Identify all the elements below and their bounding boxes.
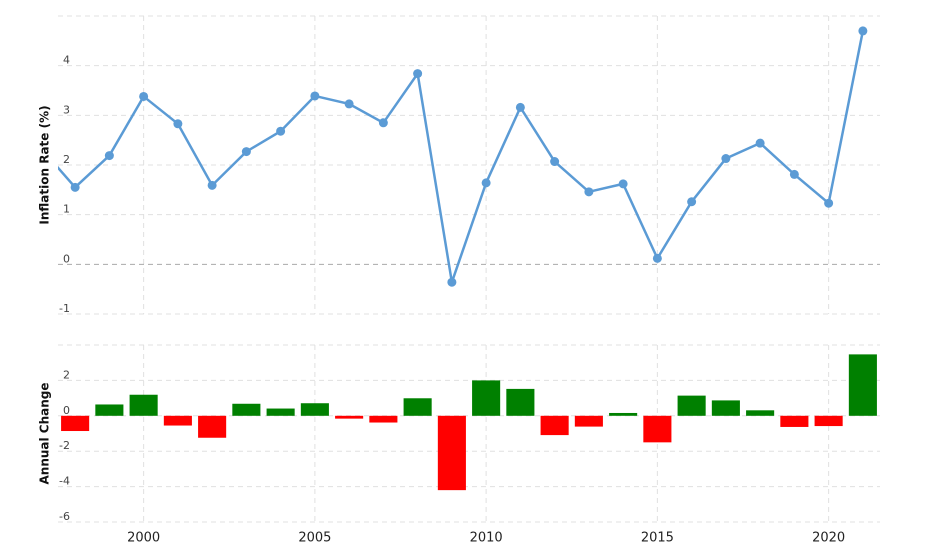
bar <box>677 395 706 416</box>
line-group <box>58 26 868 287</box>
bar <box>403 398 432 416</box>
y-tick-label: -6 <box>59 510 70 523</box>
bar <box>643 415 672 443</box>
bar <box>437 415 466 491</box>
bar <box>198 415 227 438</box>
y-tick-label: 4 <box>63 54 70 67</box>
point <box>687 197 697 207</box>
x-tick-label: 2010 <box>470 531 503 546</box>
y-axis-title: Inflation Rate (%) <box>38 105 52 224</box>
bar <box>746 410 775 416</box>
point <box>550 157 560 167</box>
point <box>276 126 286 136</box>
bar <box>266 408 295 416</box>
point <box>310 91 320 101</box>
point <box>344 99 354 109</box>
point <box>413 69 423 79</box>
bar <box>609 412 638 416</box>
point <box>824 198 834 208</box>
bar <box>540 415 569 436</box>
line-panel: -1 0 1 2 3 4 Inflation Rate (%) <box>38 15 880 315</box>
bar <box>95 404 124 416</box>
line <box>58 30 865 283</box>
bar <box>61 415 90 432</box>
point <box>584 187 594 197</box>
y-tick-label: -2 <box>59 439 70 452</box>
bar <box>711 400 740 416</box>
bar <box>232 403 261 416</box>
x-tick-label: 2015 <box>641 531 674 546</box>
y-axis-title: Annual Change <box>38 382 52 484</box>
y-tick-label: -1 <box>59 302 70 315</box>
bar <box>472 380 501 416</box>
point <box>858 26 868 36</box>
point <box>789 169 799 179</box>
point <box>139 91 149 101</box>
bar <box>335 415 364 419</box>
bar <box>369 415 398 423</box>
bar <box>129 394 158 416</box>
bar <box>163 415 192 426</box>
point <box>70 182 80 192</box>
bar <box>814 415 843 427</box>
point <box>378 118 388 128</box>
y-tick-label: 3 <box>63 103 70 116</box>
bar <box>574 415 603 427</box>
point <box>241 147 251 157</box>
bar <box>780 415 809 427</box>
point <box>104 151 114 161</box>
point <box>755 138 765 148</box>
point <box>721 154 731 164</box>
point <box>481 178 491 188</box>
x-tick-label: 2005 <box>298 531 331 546</box>
bar <box>506 388 535 416</box>
point <box>652 253 662 263</box>
y-tick-label: 2 <box>63 153 70 166</box>
bar-panel: -6 -4 -2 0 2 Annual Change 2000 2005 2010 2015 202… <box>38 344 880 546</box>
y-tick-label: -4 <box>59 475 70 488</box>
x-tick-label: 2020 <box>812 531 845 546</box>
point <box>515 102 525 112</box>
y-tick-label: 0 <box>63 404 70 417</box>
y-tick-label: 2 <box>63 368 70 381</box>
y-tick-label: 0 <box>63 252 70 265</box>
x-tick-label: 2000 <box>127 531 160 546</box>
y-tick-label: 1 <box>63 203 70 216</box>
point <box>173 119 183 129</box>
point <box>447 277 457 287</box>
point <box>207 180 217 190</box>
bar <box>848 354 877 416</box>
point <box>618 179 628 189</box>
bar <box>300 403 329 416</box>
